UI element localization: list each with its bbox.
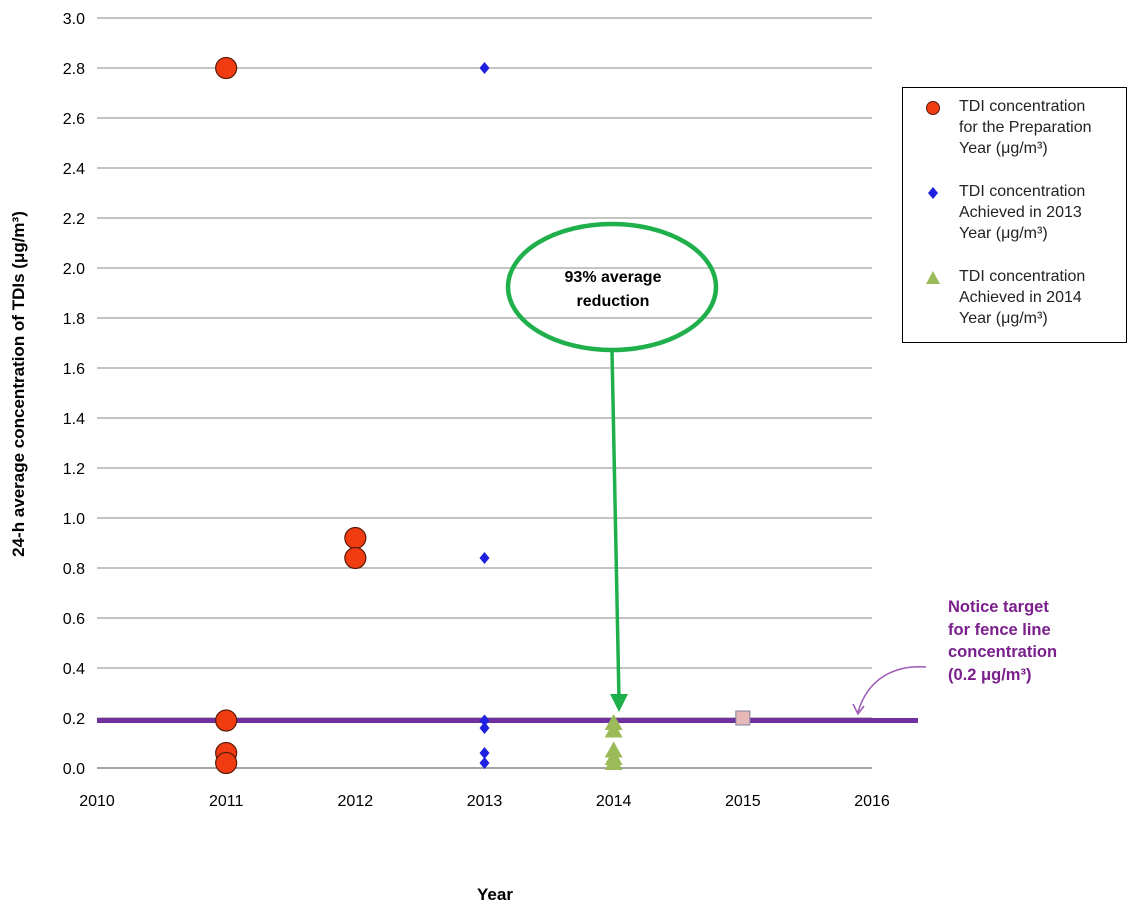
y-tick-label: 2.8 bbox=[63, 61, 85, 78]
y-tick-label: 1.4 bbox=[63, 411, 85, 428]
data-point-circle bbox=[215, 751, 238, 775]
legend: TDI concentration for the Preparation Ye… bbox=[902, 87, 1127, 343]
y-tick-label: 3.0 bbox=[63, 11, 85, 28]
y-tick-label: 0.2 bbox=[63, 711, 85, 728]
target-arrow-head bbox=[852, 703, 865, 716]
legend-label: TDI concentration for the Preparation Ye… bbox=[959, 98, 1092, 157]
target-curved-arrow bbox=[857, 666, 927, 713]
data-point-triangle bbox=[604, 721, 623, 738]
x-axis-title: Year bbox=[477, 885, 513, 904]
legend-triangle-icon bbox=[926, 271, 940, 284]
data-point-circle bbox=[215, 709, 238, 732]
x-tick-labels: 2010 2011 2012 2013 2014 2015 2016 bbox=[79, 793, 890, 810]
reduction-annotation: 93% average reduction bbox=[564, 269, 662, 310]
legend-circle-icon bbox=[926, 101, 940, 115]
y-tick-labels: 0.0 0.2 0.4 0.6 0.8 1.0 1.2 1.4 1.6 1.8 2.0 2.2 2.4 2… bbox=[63, 11, 85, 778]
legend-label: TDI concentration Achieved in 2014 Year … bbox=[959, 268, 1086, 327]
data-point-square bbox=[735, 710, 751, 726]
legend-diamond-icon bbox=[928, 187, 938, 199]
y-tick-label: 1.6 bbox=[63, 361, 85, 378]
data-point-triangle bbox=[604, 754, 623, 770]
x-tick-label: 2011 bbox=[209, 793, 244, 810]
y-tick-label: 0.6 bbox=[63, 611, 85, 628]
y-tick-label: 0.4 bbox=[63, 661, 85, 678]
y-tick-label: 2.2 bbox=[63, 211, 85, 228]
y-tick-label: 0.8 bbox=[63, 561, 85, 578]
y-tick-label: 2.6 bbox=[63, 111, 85, 128]
x-tick-label: 2015 bbox=[725, 793, 761, 810]
data-point-circle bbox=[344, 526, 367, 550]
data-point-diamond bbox=[479, 552, 490, 564]
reduction-callout-ellipse bbox=[505, 221, 719, 353]
x-tick-label: 2012 bbox=[338, 793, 374, 810]
data-point-diamond bbox=[479, 62, 490, 74]
data-points bbox=[215, 56, 751, 775]
y-tick-label: 0.0 bbox=[63, 761, 85, 778]
y-tick-label: 2.4 bbox=[63, 161, 85, 178]
data-point-circle bbox=[344, 546, 367, 570]
grid-lines bbox=[97, 17, 872, 719]
reduction-arrow-line bbox=[610, 350, 621, 701]
x-tick-label: 2010 bbox=[79, 793, 115, 810]
reduction-arrow-head bbox=[610, 694, 628, 712]
x-tick-label: 2014 bbox=[596, 793, 632, 810]
y-tick-label: 1.0 bbox=[63, 511, 85, 528]
x-tick-label: 2016 bbox=[854, 793, 890, 810]
data-point-diamond bbox=[479, 747, 490, 759]
y-tick-label: 1.2 bbox=[63, 461, 85, 478]
data-point-diamond bbox=[479, 722, 490, 734]
y-tick-label: 2.0 bbox=[63, 261, 85, 278]
y-axis-title: 24-h average concentration of TDIs (μg/m… bbox=[9, 211, 28, 557]
legend-label: TDI concentration Achieved in 2013 Year … bbox=[959, 183, 1086, 242]
data-point-diamond bbox=[479, 714, 490, 727]
data-point-diamond bbox=[479, 757, 490, 769]
y-tick-label: 1.8 bbox=[63, 311, 85, 328]
data-point-circle bbox=[215, 56, 238, 80]
x-tick-label: 2013 bbox=[467, 793, 503, 810]
target-annotation: Notice target for fence line concentrati… bbox=[948, 598, 1058, 684]
